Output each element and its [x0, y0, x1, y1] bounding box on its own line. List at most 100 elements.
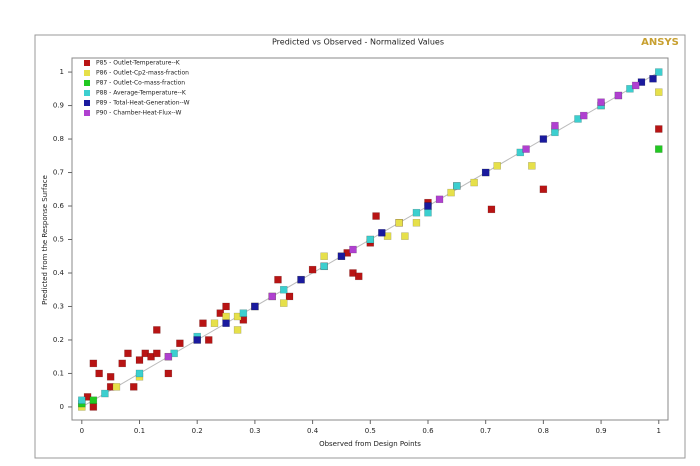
data-point	[349, 245, 357, 254]
data-point	[124, 349, 132, 358]
x-tick-label: 0.4	[307, 427, 319, 435]
data-point	[274, 275, 282, 284]
legend-label: P88 - Average-Temperature--K	[96, 90, 187, 97]
data-point	[551, 121, 559, 130]
data-point	[378, 229, 386, 237]
legend-label: P87 - Outlet-Co-mass-fraction	[96, 80, 185, 87]
data-point	[210, 319, 219, 327]
data-point	[251, 302, 259, 311]
x-tick-label: 0.3	[249, 427, 260, 435]
data-point	[233, 326, 242, 334]
x-tick-label: 0.8	[538, 427, 549, 435]
data-point	[222, 302, 230, 311]
data-point	[164, 352, 173, 361]
data-point	[204, 336, 213, 344]
y-tick-label: 0.7	[53, 169, 64, 177]
y-axis-label: Predicted from the Response Surface	[41, 175, 49, 305]
data-point	[129, 383, 138, 391]
data-point	[101, 389, 109, 398]
legend-label: P90 - Chamber-Heat-Flux--W	[96, 110, 181, 117]
data-point	[481, 168, 490, 177]
data-point	[395, 219, 403, 227]
data-point	[631, 81, 640, 90]
data-point	[401, 232, 409, 240]
data-point	[447, 188, 455, 197]
data-point	[239, 309, 248, 317]
data-point	[435, 195, 444, 204]
data-point	[89, 396, 98, 404]
data-point	[285, 292, 294, 301]
legend-swatch	[84, 100, 90, 106]
data-point	[337, 252, 346, 260]
data-point	[412, 219, 421, 227]
y-tick-label: 0	[60, 403, 64, 411]
data-point	[539, 135, 548, 143]
data-point	[222, 312, 230, 321]
data-point	[118, 359, 126, 368]
data-point	[297, 275, 305, 284]
y-tick-label: 0.4	[53, 269, 65, 277]
y-tick-label: 0.2	[53, 336, 64, 344]
data-point	[176, 339, 184, 348]
x-tick-label: 0.5	[365, 427, 376, 435]
legend-label: P86 - Outlet-Cp2-mass-fraction	[96, 70, 189, 77]
y-tick-label: 0.8	[53, 135, 64, 143]
data-point	[366, 235, 375, 244]
data-point	[193, 336, 201, 344]
x-tick-label: 1	[657, 427, 661, 435]
x-tick-label: 0.7	[480, 427, 491, 435]
data-point	[453, 182, 461, 190]
chart-title: Predicted vs Observed - Normalized Value…	[272, 38, 444, 47]
data-point	[89, 403, 98, 411]
logo: ANSYS	[641, 37, 679, 48]
data-point	[470, 178, 478, 187]
data-point	[199, 319, 207, 327]
x-tick-label: 0	[80, 427, 84, 435]
y-tick-label: 1	[60, 68, 64, 76]
legend-swatch	[84, 80, 90, 86]
legend-label: P85 - Outlet-Temperature--K	[96, 60, 181, 67]
data-point	[153, 349, 161, 358]
data-point	[597, 98, 605, 106]
data-point	[222, 319, 230, 327]
data-point	[95, 369, 103, 378]
data-point	[308, 265, 317, 274]
data-point	[372, 212, 380, 220]
data-point	[412, 208, 421, 217]
y-tick-label: 0.5	[53, 236, 64, 244]
data-point	[655, 125, 663, 133]
legend-label: P89 - Total-Heat-Generation--W	[96, 100, 190, 107]
data-point	[89, 359, 98, 368]
data-point	[153, 326, 161, 334]
data-point	[135, 356, 144, 364]
legend-swatch	[84, 90, 90, 96]
data-point	[320, 262, 328, 271]
data-point	[522, 145, 530, 153]
data-point	[135, 369, 144, 378]
data-point	[614, 91, 623, 100]
data-point	[268, 292, 276, 301]
y-tick-label: 0.3	[53, 302, 64, 310]
data-point	[580, 111, 588, 120]
y-tick-label: 0.1	[53, 369, 64, 377]
data-point	[424, 208, 432, 217]
data-point	[655, 145, 663, 153]
data-point	[539, 185, 548, 194]
data-point	[649, 75, 657, 83]
data-point	[354, 272, 363, 281]
data-point	[493, 162, 501, 170]
data-point	[528, 162, 536, 170]
data-point	[551, 128, 559, 137]
legend-swatch	[84, 70, 90, 76]
data-point	[279, 299, 288, 307]
data-point	[320, 252, 328, 260]
data-point	[487, 205, 496, 214]
y-tick-label: 0.6	[53, 202, 65, 210]
data-point	[78, 396, 86, 404]
x-tick-label: 0.9	[596, 427, 607, 435]
data-point	[106, 373, 115, 381]
legend-swatch	[84, 60, 90, 66]
data-point	[279, 285, 288, 294]
data-point	[655, 88, 663, 96]
